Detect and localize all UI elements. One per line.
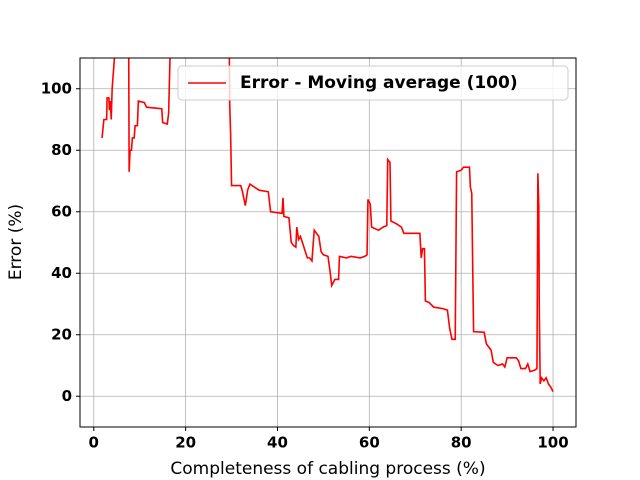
x-tick-label: 40 bbox=[267, 434, 288, 452]
x-tick-label: 0 bbox=[89, 434, 99, 452]
legend-box bbox=[177, 65, 569, 101]
y-tick-label: 20 bbox=[51, 325, 72, 343]
x-tick-label: 80 bbox=[451, 434, 472, 452]
y-tick-label: 40 bbox=[51, 264, 72, 282]
y-tick-label: 100 bbox=[41, 79, 72, 97]
y-tick-label: 0 bbox=[62, 387, 72, 405]
y-tick-label: 60 bbox=[51, 202, 72, 220]
x-tick-label: 100 bbox=[537, 434, 568, 452]
x-axis-label: Completeness of cabling process (%) bbox=[170, 459, 485, 479]
y-tick-label: 80 bbox=[51, 141, 72, 159]
legend-label: Error - Moving average (100) bbox=[240, 73, 518, 93]
data-line bbox=[101, 58, 554, 392]
y-axis-label: Error (%) bbox=[6, 204, 26, 280]
x-tick-label: 60 bbox=[359, 434, 380, 452]
x-tick-label: 20 bbox=[175, 434, 196, 452]
plot-frame bbox=[79, 57, 577, 428]
